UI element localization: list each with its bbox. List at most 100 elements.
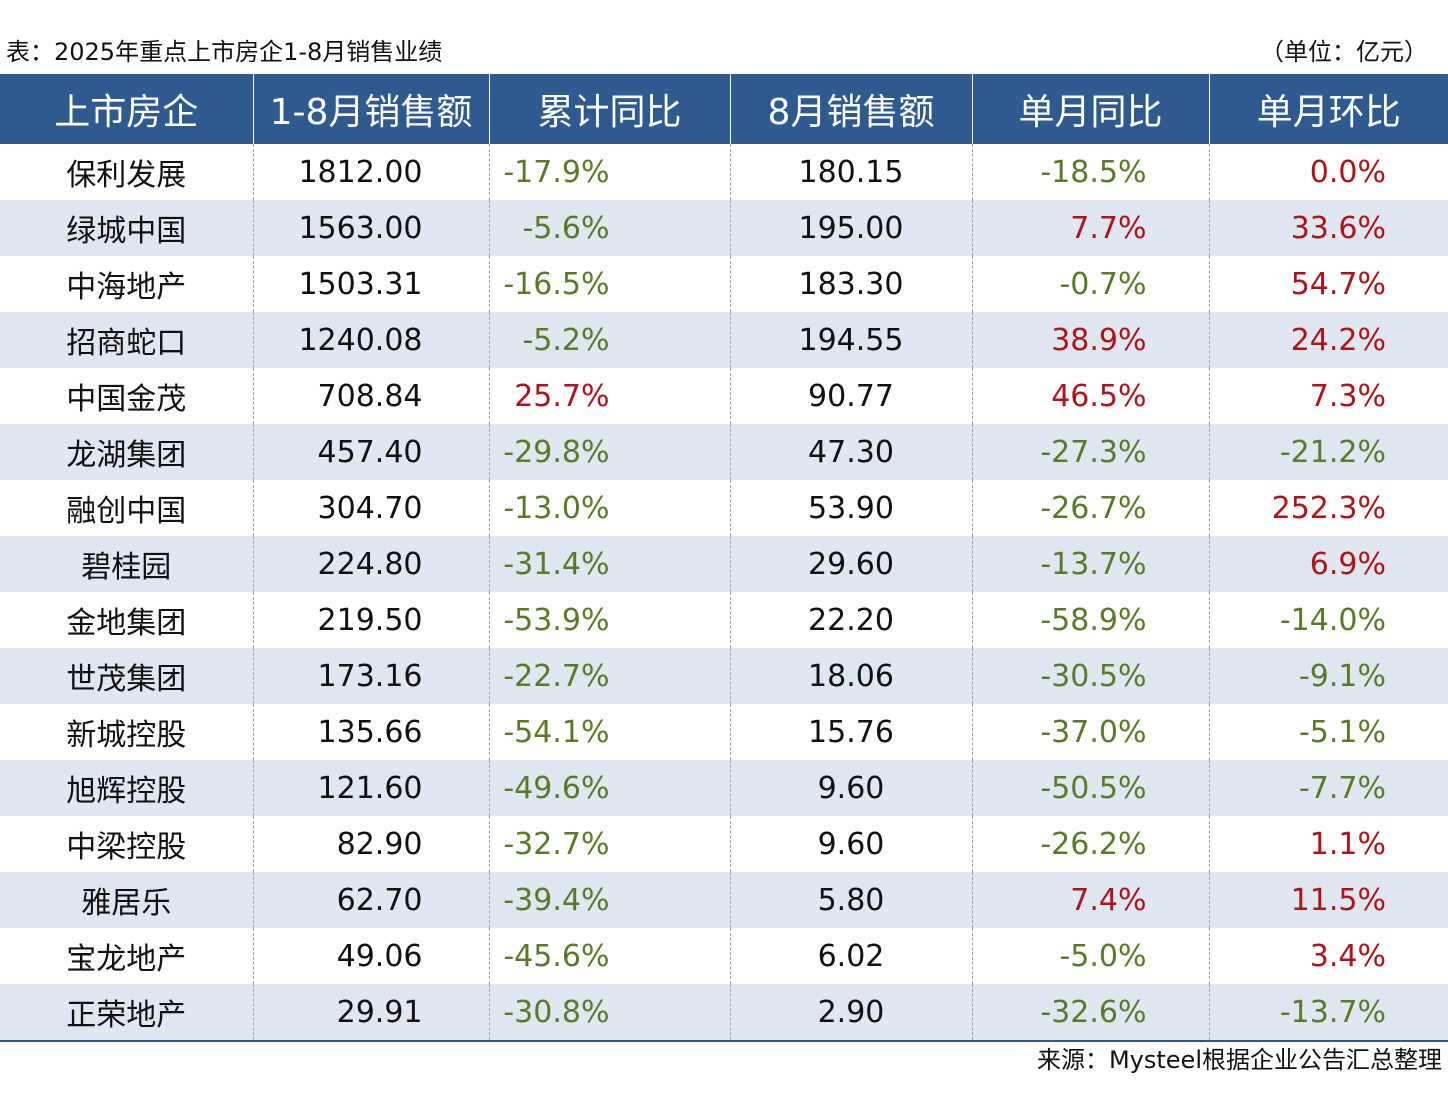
ytd-yoy-cell: -22.7% xyxy=(488,648,730,704)
company-cell: 旭辉控股 xyxy=(0,760,253,816)
month-mom-cell: -21.2% xyxy=(1208,424,1448,480)
table-row: 新城控股 135.66 -54.1% 15.76 -37.0% -5.1% xyxy=(0,704,1448,760)
month-mom-cell: -13.7% xyxy=(1208,984,1448,1041)
month-mom-cell: 0.0% xyxy=(1208,144,1448,200)
aug-sales-cell: 15.76 xyxy=(729,704,972,760)
header-ytd-yoy: 累计同比 xyxy=(488,74,730,144)
month-mom-cell: 6.9% xyxy=(1208,536,1448,592)
table-row: 招商蛇口 1240.08 -5.2% 194.55 38.9% 24.2% xyxy=(0,312,1448,368)
aug-sales-cell: 9.60 xyxy=(729,760,972,816)
table-row: 龙湖集团 457.40 -29.8% 47.30 -27.3% -21.2% xyxy=(0,424,1448,480)
month-yoy-cell: -5.0% xyxy=(971,928,1209,984)
table-row: 中海地产 1503.31 -16.5% 183.30 -0.7% 54.7% xyxy=(0,256,1448,312)
ytd-sales-cell: 135.66 xyxy=(252,704,489,760)
ytd-yoy-cell: -16.5% xyxy=(488,256,730,312)
ytd-sales-cell: 304.70 xyxy=(252,480,489,536)
month-mom-cell: -14.0% xyxy=(1208,592,1448,648)
table-row: 绿城中国 1563.00 -5.6% 195.00 7.7% 33.6% xyxy=(0,200,1448,256)
company-cell: 招商蛇口 xyxy=(0,312,253,368)
month-mom-cell: -5.1% xyxy=(1208,704,1448,760)
month-yoy-cell: -37.0% xyxy=(971,704,1209,760)
ytd-sales-cell: 1240.08 xyxy=(252,312,489,368)
month-yoy-cell: 7.4% xyxy=(971,872,1209,928)
month-yoy-cell: -58.9% xyxy=(971,592,1209,648)
ytd-sales-cell: 121.60 xyxy=(252,760,489,816)
table-row: 中国金茂 708.84 25.7% 90.77 46.5% 7.3% xyxy=(0,368,1448,424)
sales-table: 上市房企 1-8月销售额 累计同比 8月销售额 单月同比 单月环比 保利发展 18… xyxy=(0,74,1448,1042)
company-cell: 宝龙地产 xyxy=(66,942,187,977)
table-row: 旭辉控股 121.60 -49.6% 9.60 -50.5% -7.7% xyxy=(0,760,1448,816)
ytd-sales-cell: 457.40 xyxy=(252,424,489,480)
month-mom-cell: -7.7% xyxy=(1208,760,1448,816)
ytd-yoy-cell: -5.6% xyxy=(488,200,730,256)
aug-sales-cell: 180.15 xyxy=(729,144,972,200)
header-company: 上市房企 xyxy=(0,74,253,144)
company-cell: 中国金茂 xyxy=(66,382,187,417)
month-mom-cell: 11.5% xyxy=(1208,872,1448,928)
month-mom-cell: 3.4% xyxy=(1208,928,1448,984)
header-ytd-sales: 1-8月销售额 xyxy=(252,74,489,144)
aug-sales-cell: 9.60 xyxy=(729,816,972,872)
company-cell: 碧桂园 xyxy=(0,536,253,592)
header-month-yoy: 单月同比 xyxy=(971,74,1209,144)
company-cell: 保利发展 xyxy=(66,158,187,193)
ytd-yoy-cell: -30.8% xyxy=(488,984,730,1041)
aug-sales-cell: 2.90 xyxy=(729,984,972,1041)
company-cell: 世茂集团 xyxy=(0,648,253,704)
ytd-yoy-cell: -54.1% xyxy=(488,704,730,760)
month-yoy-cell: -50.5% xyxy=(971,760,1209,816)
ytd-sales-cell: 1563.00 xyxy=(252,200,489,256)
month-yoy-cell: 7.7% xyxy=(971,200,1209,256)
ytd-sales-cell: 708.84 xyxy=(252,368,489,424)
month-yoy-cell: -26.2% xyxy=(971,816,1209,872)
ytd-yoy-cell: -49.6% xyxy=(488,760,730,816)
header-aug-sales: 8月销售额 xyxy=(729,74,972,144)
ytd-sales-cell: 219.50 xyxy=(252,592,489,648)
aug-sales-cell: 47.30 xyxy=(729,424,972,480)
month-yoy-cell: -0.7% xyxy=(971,256,1209,312)
table-row: 宝龙地产 49.06 -45.6% 6.02 -5.0% 3.4% xyxy=(0,928,1448,984)
company-cell: 龙湖集团 xyxy=(0,424,253,480)
company-cell: 中海地产 xyxy=(66,270,187,305)
ytd-yoy-cell: -5.2% xyxy=(488,312,730,368)
ytd-yoy-cell: -31.4% xyxy=(488,536,730,592)
ytd-yoy-cell: -17.9% xyxy=(488,144,730,200)
aug-sales-cell: 5.80 xyxy=(729,872,972,928)
ytd-sales-cell: 173.16 xyxy=(252,648,489,704)
aug-sales-cell: 194.55 xyxy=(729,312,972,368)
source-note: 来源：Mysteel根据企业公告汇总整理 xyxy=(1036,1046,1442,1074)
aug-sales-cell: 53.90 xyxy=(729,480,972,536)
month-yoy-cell: -18.5% xyxy=(971,144,1209,200)
aug-sales-cell: 183.30 xyxy=(729,256,972,312)
ytd-sales-cell: 1812.00 xyxy=(252,144,489,200)
month-yoy-cell: -13.7% xyxy=(971,536,1209,592)
ytd-sales-cell: 29.91 xyxy=(252,984,489,1041)
company-cell: 金地集团 xyxy=(66,606,187,641)
ytd-sales-cell: 49.06 xyxy=(252,928,489,984)
company-cell: 中梁控股 xyxy=(66,830,187,865)
header-row: 上市房企 1-8月销售额 累计同比 8月销售额 单月同比 单月环比 xyxy=(0,74,1448,144)
company-cell: 绿城中国 xyxy=(0,200,253,256)
month-mom-cell: -9.1% xyxy=(1208,648,1448,704)
month-yoy-cell: -32.6% xyxy=(971,984,1209,1041)
table-row: 中梁控股 82.90 -32.7% 9.60 -26.2% 1.1% xyxy=(0,816,1448,872)
month-yoy-cell: -26.7% xyxy=(971,480,1209,536)
month-mom-cell: 54.7% xyxy=(1208,256,1448,312)
ytd-sales-cell: 1503.31 xyxy=(252,256,489,312)
table-row: 正荣地产 29.91 -30.8% 2.90 -32.6% -13.7% xyxy=(0,984,1448,1041)
table-row: 碧桂园 224.80 -31.4% 29.60 -13.7% 6.9% xyxy=(0,536,1448,592)
unit-label: （单位：亿元） xyxy=(1260,38,1428,66)
company-cell: 融创中国 xyxy=(66,494,187,529)
ytd-yoy-cell: -29.8% xyxy=(488,424,730,480)
ytd-yoy-cell: -39.4% xyxy=(488,872,730,928)
aug-sales-cell: 29.60 xyxy=(729,536,972,592)
month-yoy-cell: -27.3% xyxy=(971,424,1209,480)
table-row: 融创中国 304.70 -13.0% 53.90 -26.7% 252.3% xyxy=(0,480,1448,536)
aug-sales-cell: 90.77 xyxy=(729,368,972,424)
ytd-sales-cell: 82.90 xyxy=(252,816,489,872)
aug-sales-cell: 22.20 xyxy=(729,592,972,648)
ytd-yoy-cell: -13.0% xyxy=(488,480,730,536)
ytd-sales-cell: 62.70 xyxy=(252,872,489,928)
company-cell: 新城控股 xyxy=(66,718,187,753)
month-mom-cell: 7.3% xyxy=(1208,368,1448,424)
